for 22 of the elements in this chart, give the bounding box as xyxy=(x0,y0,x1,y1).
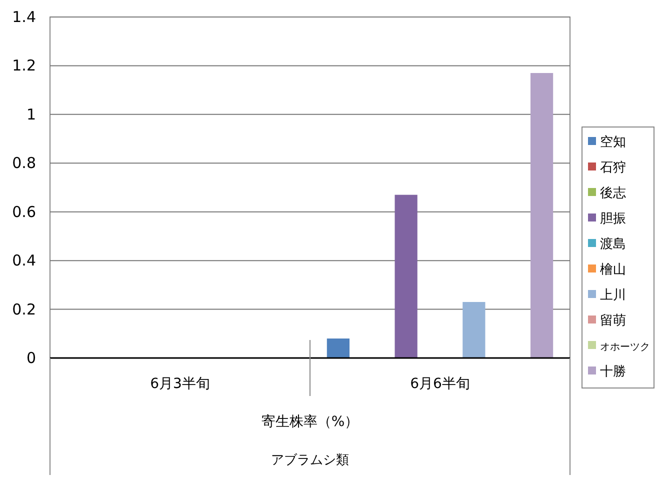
xlabel: 寄生株率（%） xyxy=(261,414,359,430)
ytick: 1.4 xyxy=(12,8,36,26)
legend-label: 後志 xyxy=(600,186,626,201)
legend-label: 留萌 xyxy=(600,314,626,328)
ytick: 0.4 xyxy=(12,252,36,270)
legend-label: オホーツク xyxy=(600,342,650,353)
legend-label: 十勝 xyxy=(600,364,626,380)
legend-label: 上川 xyxy=(600,288,626,303)
category: 6月3半旬 xyxy=(150,376,210,392)
ytick: 0.6 xyxy=(12,202,36,221)
legend-label: 檜山 xyxy=(600,262,626,278)
ytick: 0.2 xyxy=(12,300,36,318)
annotation: アブラムシ類 xyxy=(271,453,349,468)
legend-label: 胆振 xyxy=(600,212,626,226)
ytick: 0 xyxy=(26,349,36,367)
legend-label: 石狩 xyxy=(600,160,626,176)
legend-label: 空知 xyxy=(600,135,626,150)
ytick: 1 xyxy=(26,105,36,124)
ytick: 0.8 xyxy=(12,154,36,172)
ytick: 1.2 xyxy=(12,56,36,75)
category: 6月6半旬 xyxy=(410,376,470,392)
legend-label: 渡島 xyxy=(600,237,626,252)
